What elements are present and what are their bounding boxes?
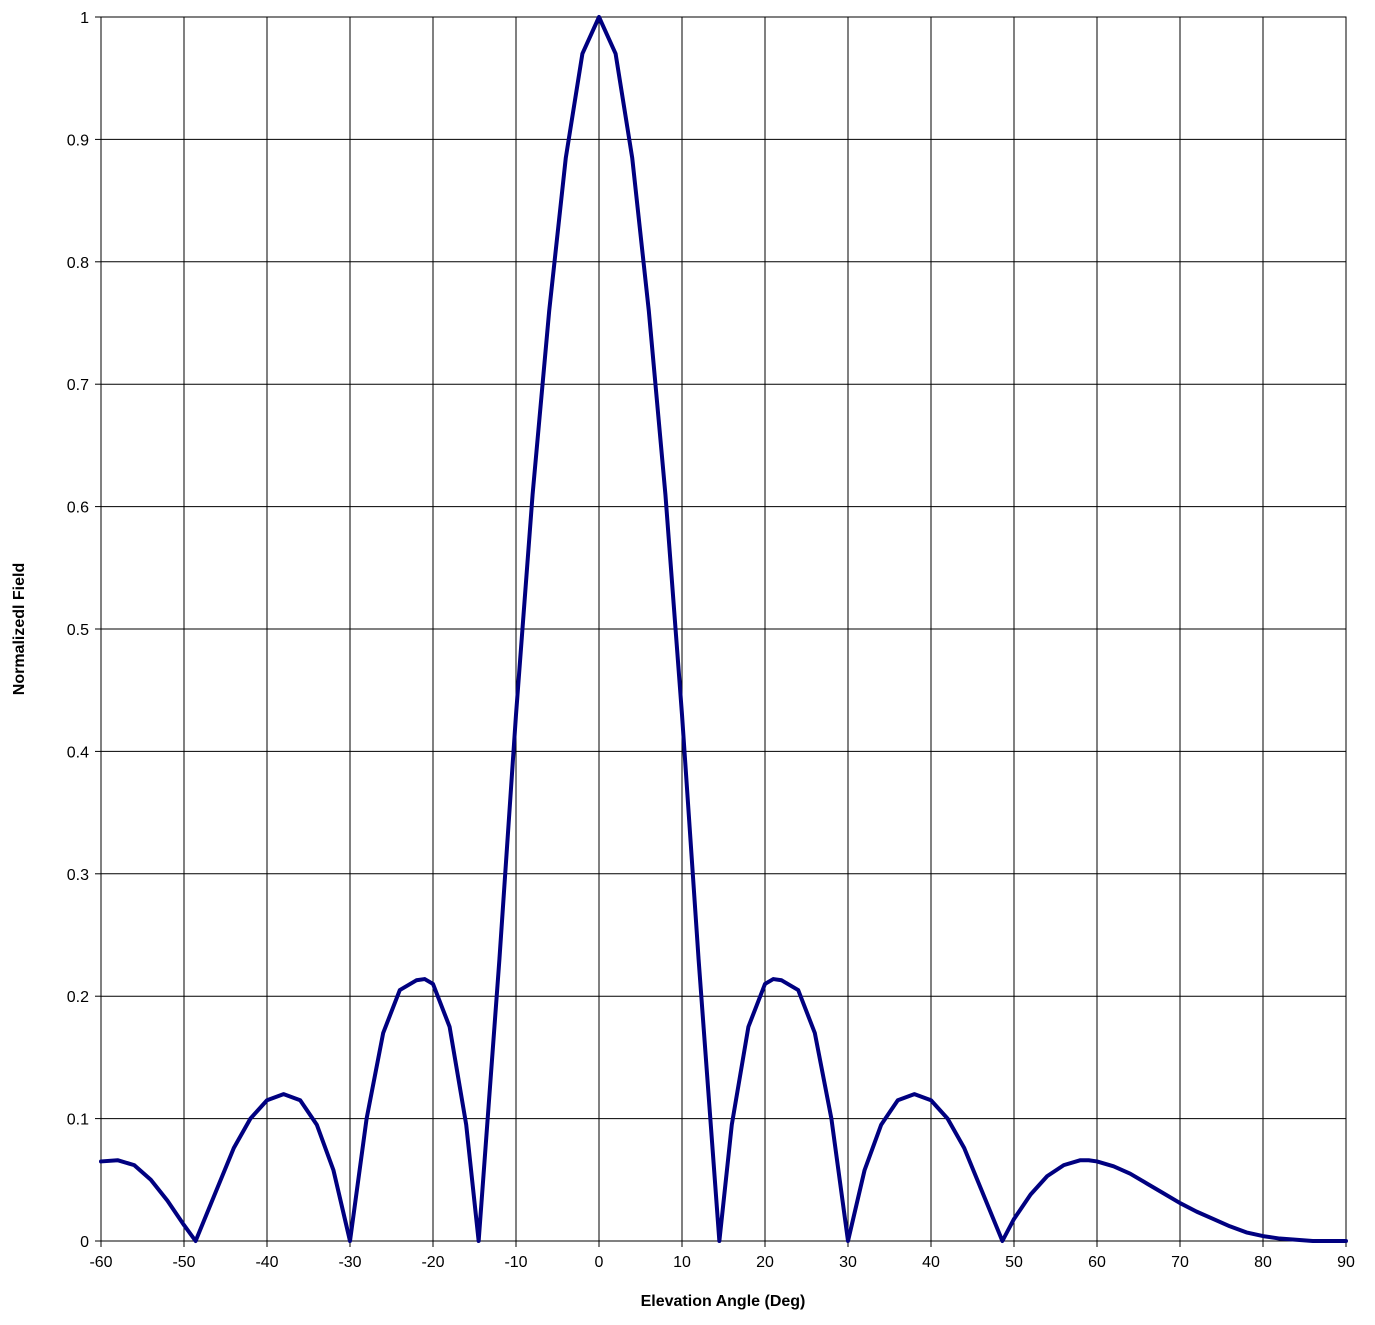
y-tick-labels: 0 0.1 0.2 0.3 0.4 0.5 0.6 0.7 0.8 0.9 1 <box>67 10 101 1251</box>
y-tick-label: 0.6 <box>67 500 89 517</box>
x-tick-label: -50 <box>172 1254 195 1271</box>
x-tick-label: 90 <box>1337 1254 1355 1271</box>
y-tick-label: 0.1 <box>67 1112 89 1129</box>
x-tick-label: 50 <box>1005 1254 1023 1271</box>
y-tick-label: 0.7 <box>67 377 89 394</box>
y-axis-title: Normalizedl Field <box>11 563 28 695</box>
x-tick-labels: -60 -50 -40 -30 -20 -10 0 10 20 30 40 50 60 70 80 90 <box>89 1241 1355 1271</box>
x-tick-label: -10 <box>504 1254 527 1271</box>
y-tick-label: 0.8 <box>67 255 89 272</box>
x-tick-label: 70 <box>1171 1254 1189 1271</box>
series-line <box>99 15 1348 1243</box>
y-tick-label: 0.9 <box>67 132 89 149</box>
x-tick-label: 20 <box>756 1254 774 1271</box>
y-tick-label: 0.3 <box>67 867 89 884</box>
y-tick-label: 0 <box>80 1234 89 1251</box>
x-axis-title: Elevation Angle (Deg) <box>641 1293 806 1310</box>
y-tick-label: 0.2 <box>67 989 89 1006</box>
x-tick-label: 30 <box>839 1254 857 1271</box>
x-tick-label: -20 <box>421 1254 444 1271</box>
x-tick-label: -30 <box>338 1254 361 1271</box>
y-tick-label: 0.4 <box>67 744 89 761</box>
x-tick-label: 0 <box>595 1254 604 1271</box>
grid <box>101 17 1346 1241</box>
x-tick-label: -60 <box>89 1254 112 1271</box>
y-tick-label: 0.5 <box>67 622 89 639</box>
x-tick-label: 10 <box>673 1254 691 1271</box>
x-tick-label: 60 <box>1088 1254 1106 1271</box>
y-tick-label: 1 <box>80 10 89 27</box>
x-tick-label: 40 <box>922 1254 940 1271</box>
x-tick-label: 80 <box>1254 1254 1272 1271</box>
x-tick-label: -40 <box>255 1254 278 1271</box>
